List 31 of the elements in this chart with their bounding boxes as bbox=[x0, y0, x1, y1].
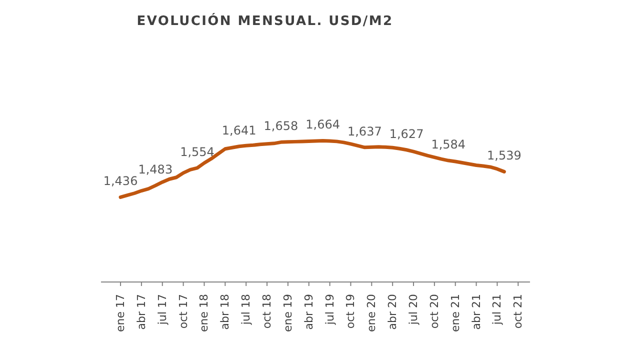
data-label: 1,483 bbox=[138, 162, 173, 177]
data-label: 1,627 bbox=[389, 126, 424, 141]
x-tick-label: ene 18 bbox=[198, 294, 211, 332]
data-label: 1,539 bbox=[487, 148, 522, 163]
x-tick-label: abr 18 bbox=[218, 294, 232, 330]
x-tick-label: ene 20 bbox=[365, 294, 378, 332]
x-tick-label: jul 20 bbox=[407, 294, 420, 326]
data-label: 1,658 bbox=[264, 119, 298, 134]
data-label: 1,641 bbox=[222, 123, 256, 138]
x-tick-label: abr 19 bbox=[302, 294, 316, 330]
x-tick-label: ene 17 bbox=[114, 294, 128, 332]
x-tick-label: oct 20 bbox=[428, 294, 441, 329]
x-tick-label: oct 21 bbox=[512, 294, 525, 329]
x-tick-label: ene 21 bbox=[448, 294, 462, 332]
x-tick-label: jul 19 bbox=[323, 294, 336, 326]
x-tick-label: oct 18 bbox=[260, 294, 274, 329]
x-tick-label: jul 18 bbox=[240, 294, 253, 326]
data-label: 1,664 bbox=[306, 118, 340, 132]
x-tick-label: oct 17 bbox=[176, 294, 190, 329]
x-tick-label: jul 17 bbox=[156, 294, 169, 326]
data-label: 1,436 bbox=[103, 174, 138, 188]
x-tick-label: abr 20 bbox=[386, 294, 400, 330]
x-tick-label: jul 21 bbox=[490, 294, 504, 326]
x-tick-label: abr 21 bbox=[470, 294, 483, 330]
x-tick-label: ene 19 bbox=[281, 294, 294, 332]
x-tick-label: oct 19 bbox=[344, 294, 358, 329]
chart-title: EVOLUCIÓN MENSUAL. USD/M2 bbox=[136, 14, 394, 29]
x-tick-label: abr 17 bbox=[134, 294, 148, 330]
data-label: 1,637 bbox=[348, 124, 382, 138]
data-label: 1,554 bbox=[180, 144, 214, 159]
data-label: 1,584 bbox=[431, 138, 466, 152]
